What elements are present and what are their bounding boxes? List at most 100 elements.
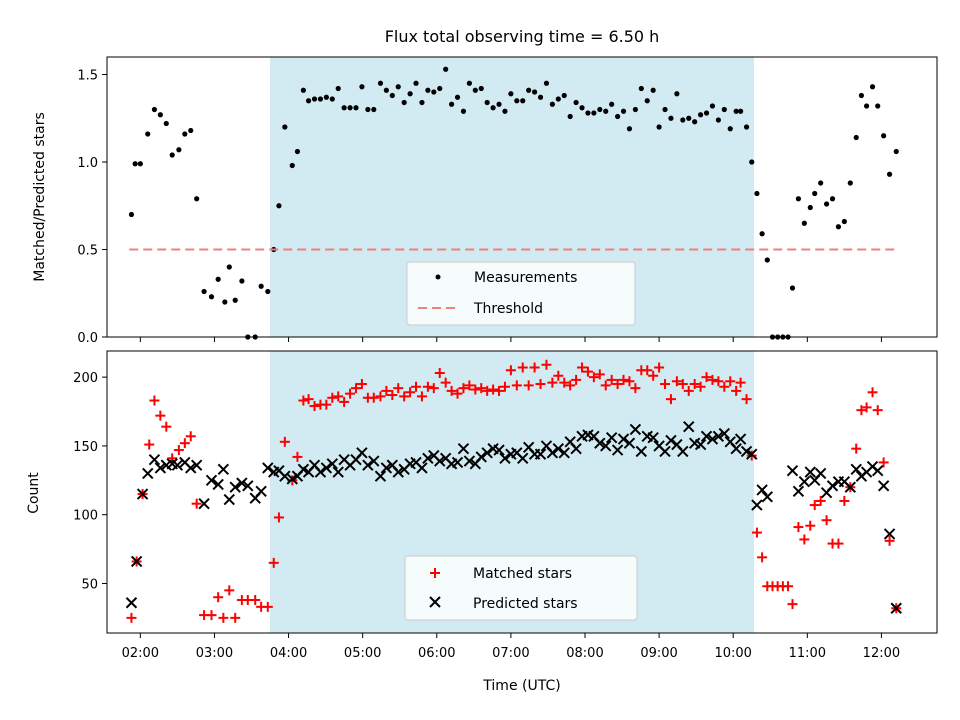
matched-star-point bbox=[594, 369, 605, 380]
legend-matched-label: Matched stars bbox=[473, 566, 572, 582]
measurement-point bbox=[401, 99, 407, 106]
matched-star-point bbox=[878, 457, 889, 468]
matched-star-point bbox=[751, 527, 762, 538]
matched-star-point bbox=[482, 385, 493, 396]
predicted-star-point bbox=[326, 458, 338, 470]
matched-star-point bbox=[279, 436, 290, 447]
measurement-point bbox=[807, 204, 813, 211]
matched-star-point bbox=[213, 592, 224, 603]
predicted-star-point bbox=[804, 466, 816, 478]
predicted-star-point bbox=[279, 470, 291, 482]
legend-threshold-label: Threshold bbox=[473, 301, 543, 317]
legend-measurements-label: Measurements bbox=[474, 270, 577, 286]
matched-star-point bbox=[833, 538, 844, 549]
bottom-x-ticks: 02:00 03:00 04:00 05:00 06:00 07:00 08:00 09:00… bbox=[122, 633, 900, 661]
measurement-point bbox=[239, 278, 245, 284]
measurement-point bbox=[395, 84, 401, 90]
predicted-star-point bbox=[368, 455, 380, 467]
matched-star-point bbox=[167, 453, 178, 464]
measurement-point bbox=[128, 211, 135, 218]
matched-star-point bbox=[867, 387, 878, 398]
measurement-point bbox=[514, 98, 520, 104]
measurement-point bbox=[537, 94, 544, 100]
predicted-star-point bbox=[570, 442, 582, 455]
matched-star-point bbox=[529, 362, 540, 373]
measurement-point bbox=[567, 113, 573, 120]
measurement-point bbox=[795, 196, 802, 202]
predicted-star-point bbox=[416, 462, 428, 474]
predicted-star-point bbox=[605, 431, 618, 444]
measurement-point bbox=[549, 101, 555, 107]
predicted-star-point bbox=[617, 433, 630, 445]
matched-star-point bbox=[488, 384, 499, 395]
matched-star-point bbox=[185, 431, 196, 442]
measurement-point bbox=[305, 98, 312, 104]
measurement-point bbox=[526, 87, 532, 93]
matched-star-point bbox=[375, 391, 386, 402]
measurement-point bbox=[520, 98, 526, 104]
predicted-star-point bbox=[792, 485, 805, 498]
matched-star-point bbox=[411, 381, 422, 392]
predicted-star-point bbox=[314, 466, 327, 478]
predicted-star-point bbox=[844, 481, 857, 493]
predicted-star-point bbox=[826, 480, 839, 492]
matched-star-point bbox=[654, 362, 665, 373]
matched-star-point bbox=[799, 534, 810, 545]
predicted-star-point bbox=[623, 437, 636, 449]
y-tick-label: 0.5 bbox=[77, 244, 98, 259]
predicted-star-point bbox=[185, 462, 197, 474]
matched-star-point bbox=[642, 365, 653, 376]
predicted-star-point bbox=[877, 480, 890, 492]
predicted-star-point bbox=[706, 433, 719, 445]
matched-star-point bbox=[757, 552, 768, 563]
predicted-star-point bbox=[647, 431, 659, 444]
matched-star-point bbox=[405, 387, 416, 398]
bottom-y-ticks: 50 100 150 200 bbox=[73, 371, 107, 592]
measurement-point bbox=[157, 112, 163, 118]
predicted-star-point bbox=[872, 464, 884, 477]
predicted-star-point bbox=[190, 459, 203, 471]
measurement-point bbox=[801, 220, 807, 226]
predicted-star-point bbox=[223, 493, 235, 506]
x-tick-label: 03:00 bbox=[196, 646, 233, 661]
predicted-star-point bbox=[236, 477, 248, 489]
measurement-point bbox=[650, 87, 656, 93]
matched-star-point bbox=[660, 379, 671, 390]
measurement-point bbox=[727, 126, 733, 132]
matched-star-point bbox=[387, 390, 398, 401]
matched-star-point bbox=[428, 383, 439, 394]
measurement-point bbox=[573, 99, 579, 106]
matched-star-point bbox=[872, 405, 883, 416]
measurement-point bbox=[841, 218, 847, 225]
matched-star-point bbox=[191, 498, 202, 509]
matched-star-point bbox=[701, 372, 712, 383]
measurement-point bbox=[754, 190, 760, 197]
matched-star-point bbox=[422, 381, 433, 392]
matched-star-point bbox=[309, 401, 320, 412]
y-tick-label: 0.0 bbox=[77, 331, 98, 346]
predicted-star-point bbox=[392, 466, 404, 478]
measurement-point bbox=[835, 224, 842, 230]
y-tick-label: 150 bbox=[73, 440, 98, 455]
measurement-point bbox=[692, 119, 698, 125]
measurement-point bbox=[232, 297, 238, 303]
chart-title: Flux total observing time = 6.50 h bbox=[385, 27, 660, 46]
measurement-point bbox=[311, 96, 318, 102]
measurement-point bbox=[347, 105, 353, 111]
matched-star-point bbox=[292, 451, 303, 462]
matched-star-point bbox=[571, 374, 582, 385]
matched-star-point bbox=[327, 392, 338, 403]
matched-star-point bbox=[787, 599, 798, 610]
predicted-star-point bbox=[499, 452, 511, 465]
matched-star-point bbox=[535, 379, 546, 390]
measurement-point bbox=[823, 201, 830, 207]
measurement-point bbox=[579, 105, 585, 111]
matched-star-point bbox=[559, 377, 570, 388]
predicted-star-point bbox=[475, 451, 487, 463]
measurement-point bbox=[419, 99, 425, 106]
measurement-point bbox=[508, 91, 514, 97]
matched-star-point bbox=[126, 612, 137, 623]
matched-star-point bbox=[470, 384, 481, 395]
measurement-point bbox=[258, 283, 264, 289]
matched-star-point bbox=[719, 381, 730, 392]
